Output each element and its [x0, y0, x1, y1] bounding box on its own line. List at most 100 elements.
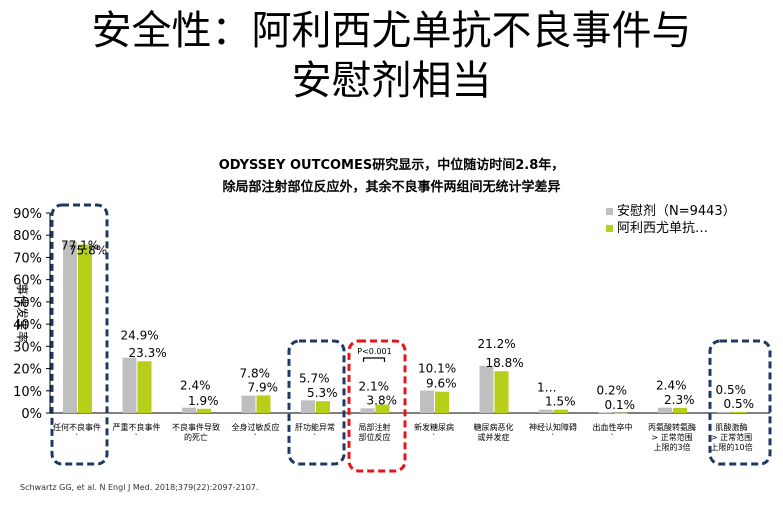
category-label: `	[551, 432, 555, 442]
value-label-alirocumab: 9.6%	[426, 377, 457, 391]
legend-label-placebo: 安慰剂（N=9443）	[617, 204, 736, 219]
value-label-placebo: 1…	[537, 381, 557, 395]
value-label-placebo: 0.2%	[597, 384, 628, 398]
category-label: 肌酸激酶	[716, 422, 748, 432]
bar-placebo	[182, 407, 196, 413]
bar-placebo	[479, 365, 494, 413]
category-label: `	[254, 432, 258, 442]
category-label: 新发糖尿病	[414, 422, 454, 432]
category-label: 不良事件导致	[172, 422, 220, 432]
category-label: 丙氨酸转氨酶	[648, 422, 696, 432]
value-label-alirocumab: 3.8%	[367, 393, 398, 407]
y-axis-label: 事件发生率	[15, 283, 30, 343]
value-label-alirocumab: 1.5%	[545, 395, 576, 409]
bar-alirocumab	[435, 391, 449, 413]
y-tick-label: 70%	[13, 251, 42, 266]
category-label: `	[432, 432, 436, 442]
legend-swatch-alirocumab	[606, 225, 613, 232]
bar-alirocumab	[316, 401, 330, 413]
value-label-placebo: 77.1%	[61, 239, 99, 253]
value-label-alirocumab: 18.8%	[486, 356, 524, 370]
bar-alirocumab	[673, 407, 687, 413]
value-label-placebo: 5.7%	[299, 371, 330, 385]
title-line-2: 安慰剂相当	[291, 58, 492, 104]
category-label: 或并发症	[478, 432, 510, 442]
category-label: > 正常范围	[651, 432, 692, 442]
bar-alirocumab	[613, 412, 628, 414]
value-label-alirocumab: 7.9%	[248, 380, 279, 394]
value-label-alirocumab: 1.9%	[188, 394, 219, 408]
slide-title: 安全性：阿利西尤单抗不良事件与 安慰剂相当	[0, 6, 783, 106]
bar-placebo	[717, 411, 732, 413]
bar-alirocumab	[137, 361, 152, 413]
category-label: > 正常范围	[711, 432, 752, 442]
value-label-placebo: 10.1%	[418, 362, 456, 376]
y-tick-label: 0%	[21, 407, 42, 422]
bar-placebo	[301, 400, 315, 413]
y-tick-label: 30%	[13, 340, 42, 355]
category-label: `	[75, 432, 79, 442]
category-label: 局部注射	[359, 422, 391, 432]
footnote: Schwartz GG, et al. N Engl J Med. 2018;3…	[20, 483, 259, 492]
bar-alirocumab	[732, 411, 747, 413]
bar-placebo	[63, 241, 77, 413]
y-tick-label: 10%	[13, 385, 42, 400]
bar-alirocumab	[494, 371, 509, 413]
value-label-alirocumab: 0.5%	[724, 397, 755, 411]
p-value-annotation: P<0.001	[357, 347, 391, 356]
bar-placebo	[658, 407, 672, 413]
category-label: 出血性卒中	[593, 422, 633, 432]
value-label-placebo: 7.8%	[240, 367, 271, 381]
category-label: 肝功能异常	[295, 422, 335, 432]
y-tick-label: 20%	[13, 363, 42, 378]
bar-placebo	[598, 412, 613, 414]
y-tick-label: 50%	[13, 296, 42, 311]
bar-alirocumab	[256, 395, 271, 413]
value-label-placebo: 2.4%	[180, 379, 211, 393]
category-label: 部位反应	[359, 432, 391, 442]
legend-swatch-placebo	[606, 208, 613, 215]
category-label: `	[135, 432, 139, 442]
significance-bracket	[362, 357, 386, 362]
value-label-alirocumab: 0.1%	[605, 398, 636, 412]
value-label-placebo: 21.2%	[478, 337, 516, 351]
highlight-box-any-ae	[50, 203, 109, 466]
category-label: 上限的3倍	[653, 442, 690, 452]
category-label: 神经认知障碍	[529, 422, 577, 432]
value-label-placebo: 0.5%	[716, 383, 747, 397]
value-label-alirocumab: 2.3%	[664, 393, 695, 407]
highlight-box-injection-site	[347, 339, 407, 473]
category-label: 上限的10倍	[710, 442, 752, 452]
value-label-alirocumab: 5.3%	[307, 386, 338, 400]
value-label-alirocumab: 23.3%	[129, 346, 167, 360]
highlight-box-liver	[287, 339, 346, 466]
title-line-1: 安全性：阿利西尤单抗不良事件与	[91, 8, 692, 54]
value-label-alirocumab: 75.8%	[69, 244, 107, 258]
category-label: 任何不良事件	[53, 422, 101, 432]
value-label-placebo: 2.1%	[359, 379, 390, 393]
subtitle-line-1: ODYSSEY OUTCOMES研究显示，中位随访时间2.8年，	[218, 158, 565, 173]
category-label: `	[313, 432, 317, 442]
bar-alirocumab	[78, 244, 92, 413]
value-label-placebo: 24.9%	[121, 329, 159, 343]
legend-label-alirocumab: 阿利西尤单抗…	[617, 221, 708, 236]
category-label: `	[611, 432, 615, 442]
category-label: 严重不良事件	[113, 422, 161, 432]
y-tick-label: 90%	[13, 207, 42, 222]
subtitle-line-2: 除局部注射部位反应外，其余不良事件两组间无统计学差异	[222, 180, 561, 195]
value-label-placebo: 2.4%	[656, 379, 687, 393]
bar-placebo	[420, 390, 434, 413]
category-label: 糖尿病恶化	[474, 422, 514, 432]
bar-placebo	[122, 357, 137, 413]
y-tick-label: 40%	[13, 318, 42, 333]
y-tick-label: 80%	[13, 229, 42, 244]
category-label: 全身过敏反应	[232, 422, 280, 432]
chart-subtitle: ODYSSEY OUTCOMES研究显示，中位随访时间2.8年， 除局部注射部位…	[0, 155, 783, 199]
bar-alirocumab	[197, 408, 211, 413]
bar-alirocumab	[554, 409, 568, 413]
bar-placebo	[241, 395, 256, 413]
category-label: 的死亡	[184, 432, 208, 442]
bar-placebo	[539, 409, 553, 413]
bar-placebo	[360, 408, 375, 413]
